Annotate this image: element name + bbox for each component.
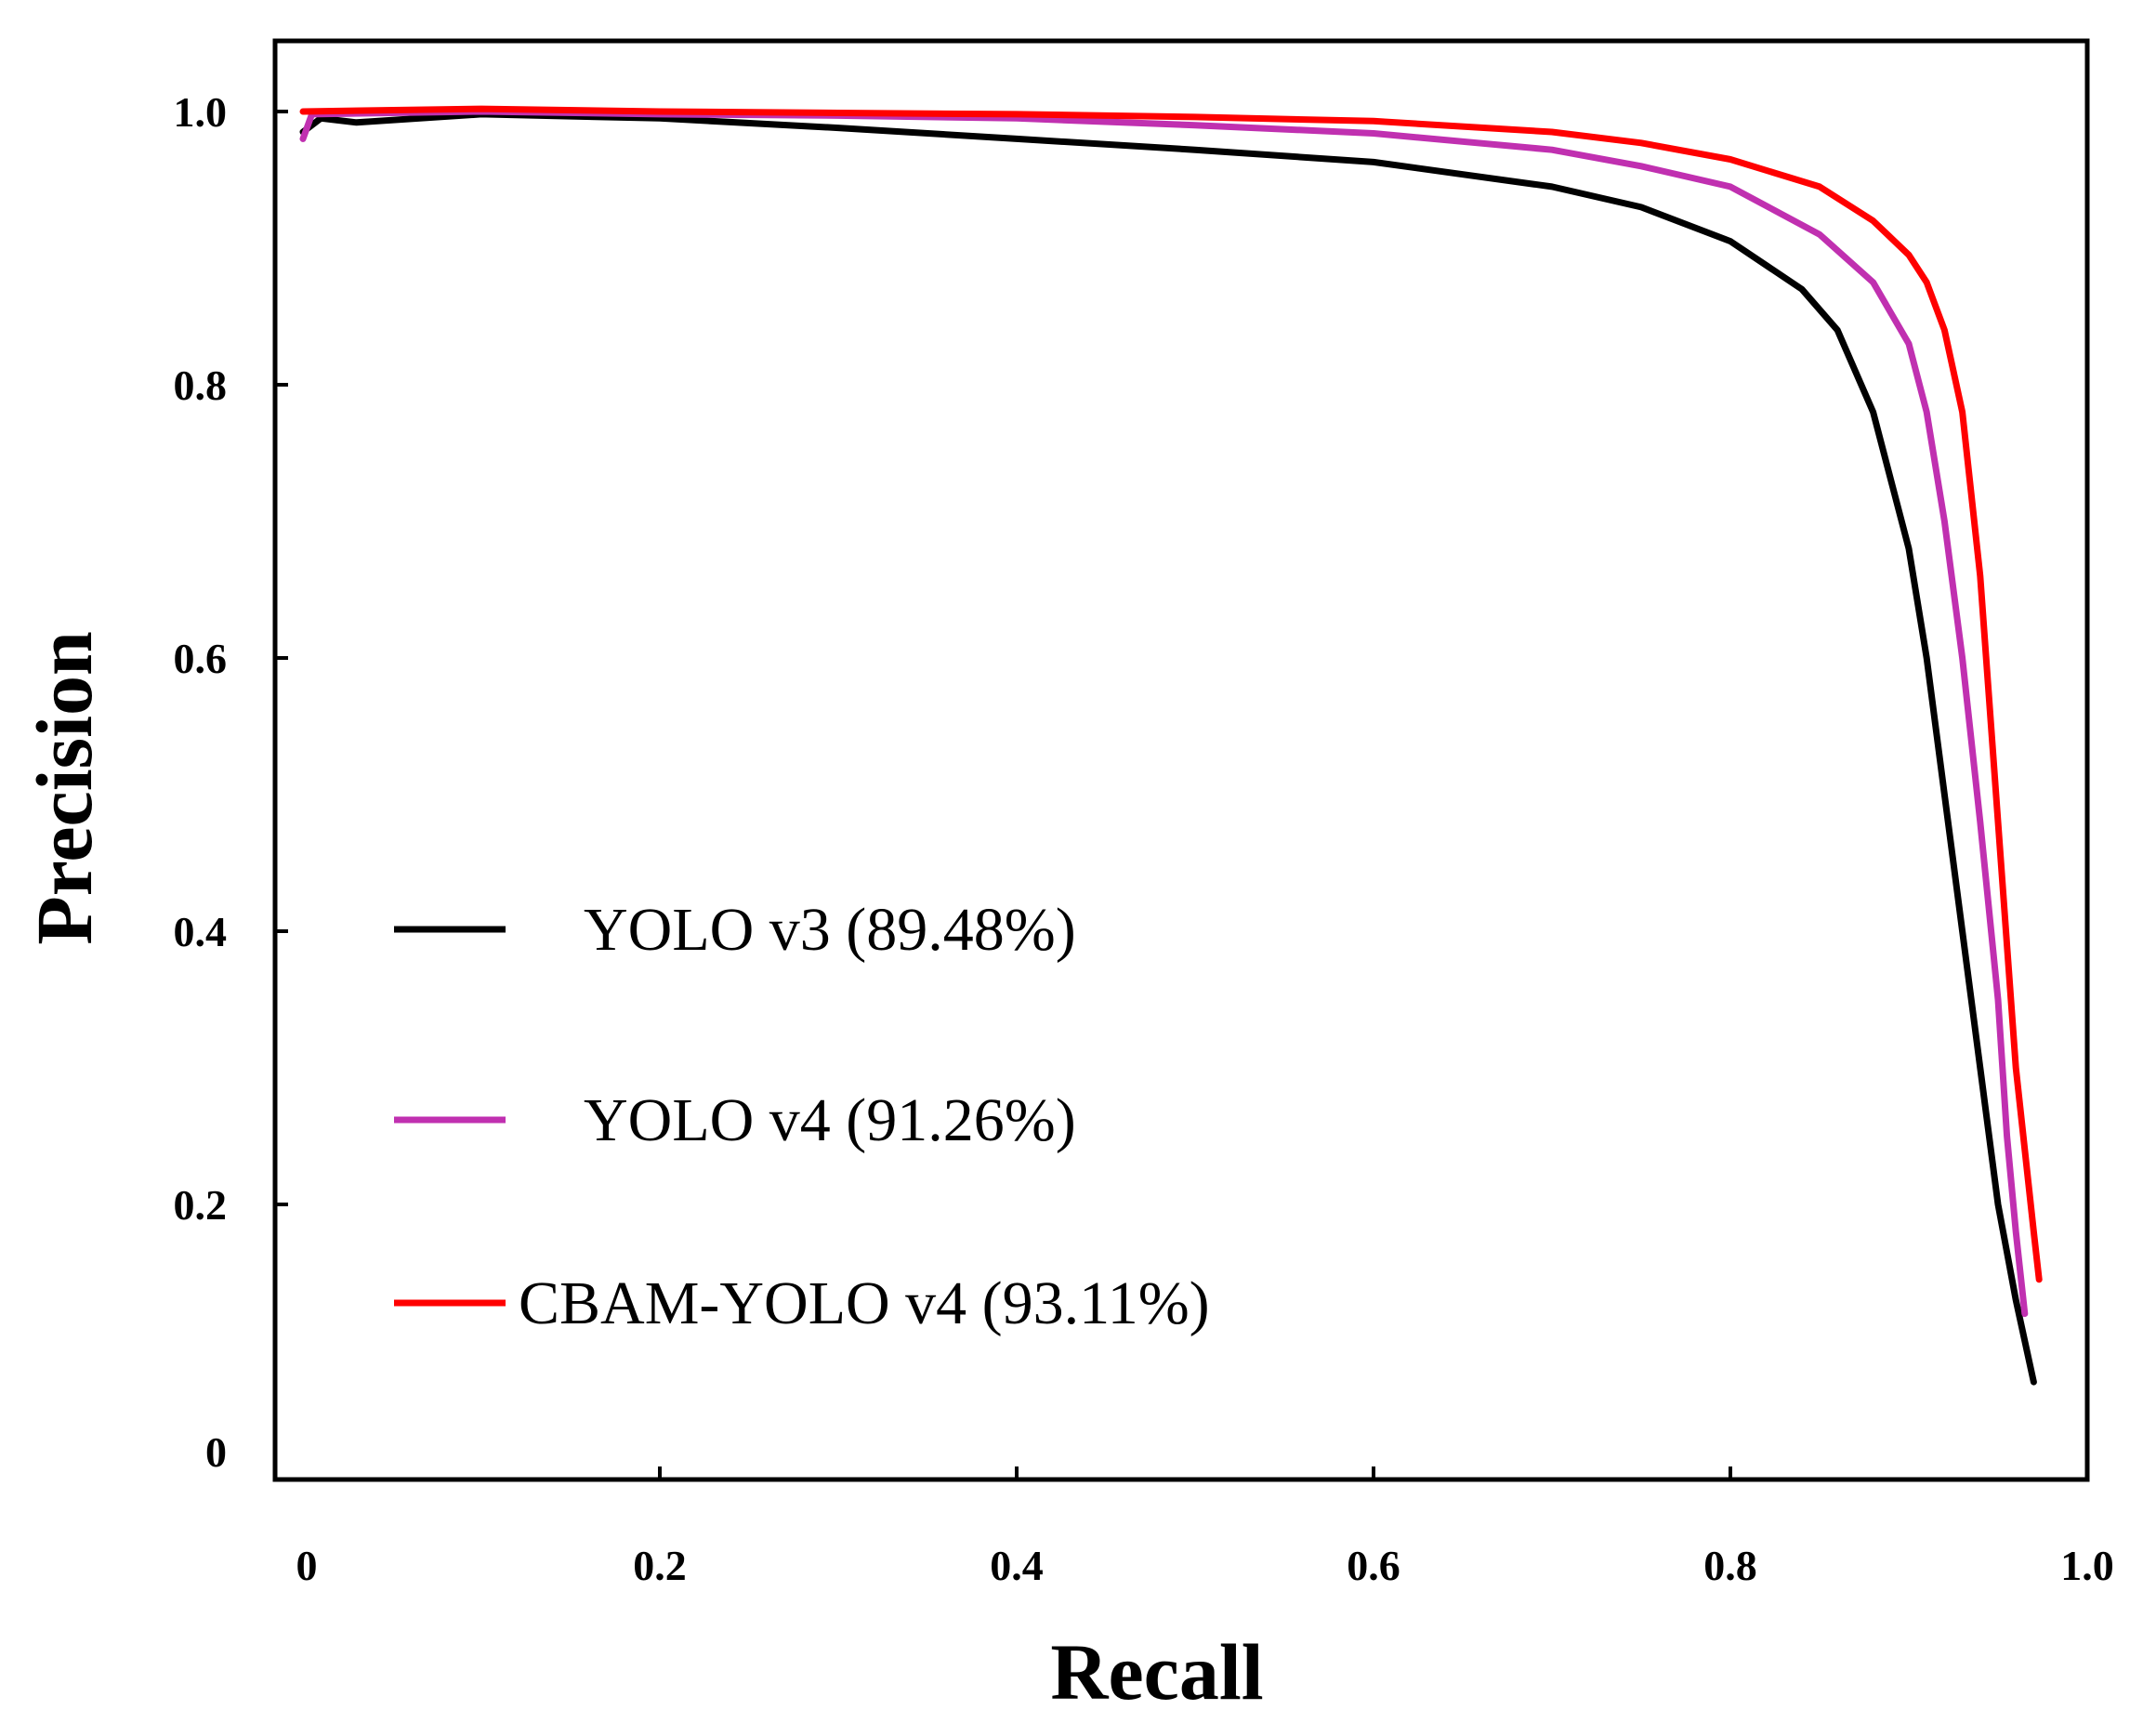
series-line-0 <box>299 111 2037 1386</box>
axis-ticks: 0 0.2 0.4 0.6 0.8 1.0 0 0.2 0.4 0.6 0.8 1.0 <box>174 88 2114 1589</box>
x-tick-label: 0.2 <box>633 1542 687 1589</box>
y-tick-label: 1.0 <box>174 88 228 136</box>
legend-label-yolo-v3: YOLO v3 (89.48%) <box>584 896 1076 964</box>
legend-label-yolo-v4: YOLO v4 (91.26%) <box>584 1086 1076 1154</box>
y-tick-label: 0.4 <box>174 908 228 955</box>
legend-label-cbam-yolo-v4: CBAM-YOLO v4 (93.11%) <box>519 1269 1210 1337</box>
x-tick-label: 0.6 <box>1347 1542 1400 1589</box>
series-layer <box>299 105 2043 1386</box>
x-tick-label: 0.8 <box>1703 1542 1757 1589</box>
x-tick-label: 0.4 <box>990 1542 1044 1589</box>
x-tick-label: 0 <box>296 1542 318 1589</box>
y-tick-label: 0.8 <box>174 362 228 409</box>
y-axis-title: Precision <box>20 631 109 945</box>
series-line-1 <box>299 108 2029 1318</box>
y-tick-label: 0.6 <box>174 635 228 682</box>
plot-frame <box>272 38 2090 1482</box>
legend: YOLO v3 (89.48%) YOLO v4 (91.26%) CBAM-Y… <box>394 896 1210 1337</box>
y-tick-label: 0.2 <box>174 1181 228 1229</box>
x-tick-label: 1.0 <box>2060 1542 2114 1589</box>
series-line-2 <box>299 105 2043 1283</box>
y-tick-label: 0 <box>205 1428 227 1476</box>
x-axis-title: Recall <box>1050 1627 1263 1716</box>
